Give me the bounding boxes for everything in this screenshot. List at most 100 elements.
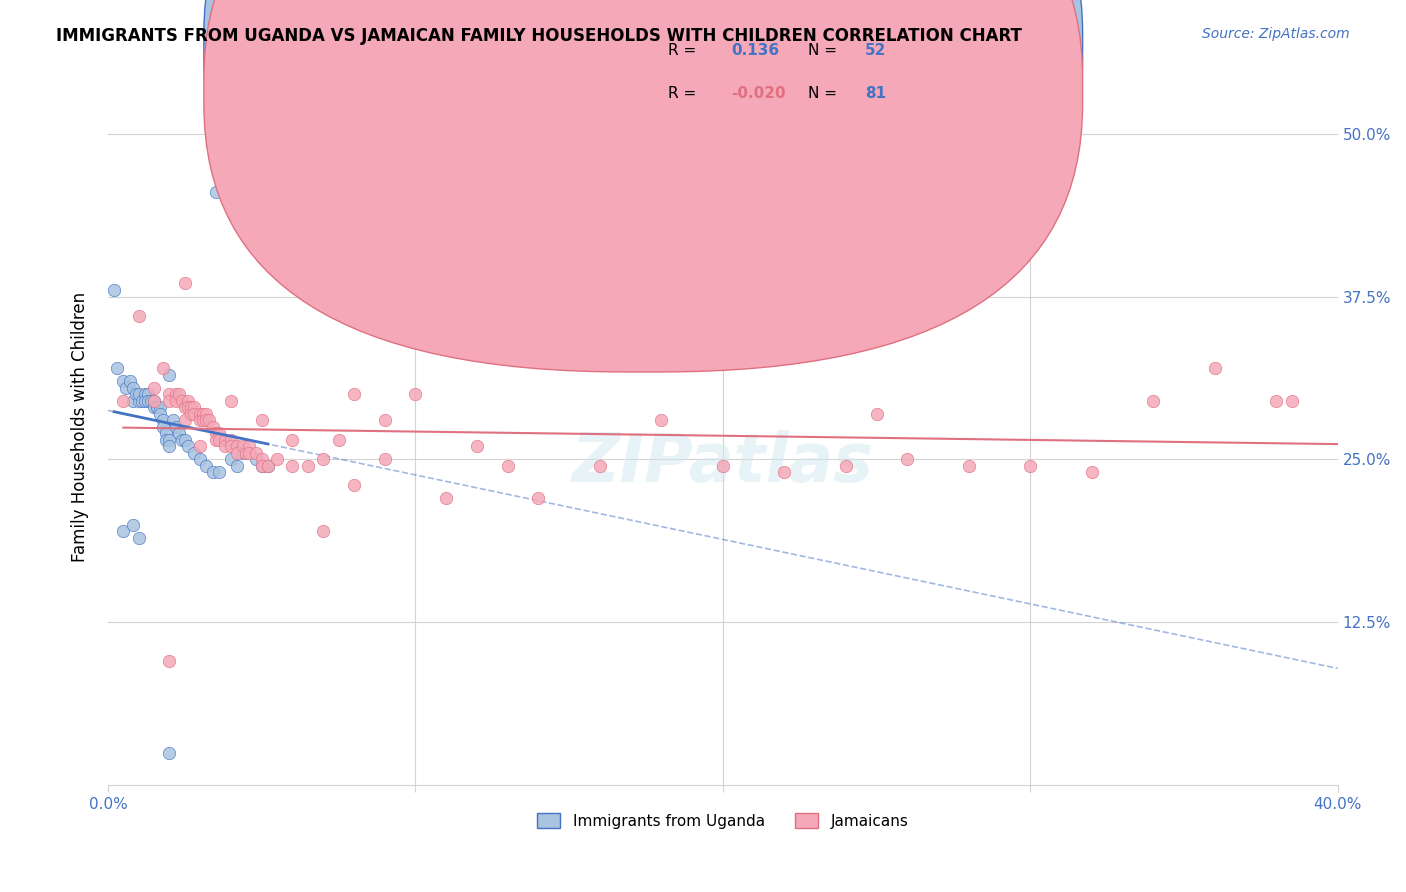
Text: Source: ZipAtlas.com: Source: ZipAtlas.com	[1202, 27, 1350, 41]
Legend: Immigrants from Uganda, Jamaicans: Immigrants from Uganda, Jamaicans	[531, 806, 914, 835]
Point	[527, 491, 550, 506]
Point	[180, 407, 202, 421]
Point	[589, 458, 612, 473]
Point	[177, 393, 200, 408]
Point	[204, 433, 226, 447]
Point	[167, 387, 190, 401]
Point	[496, 458, 519, 473]
Point	[312, 524, 335, 538]
Point	[404, 283, 426, 297]
Point	[155, 426, 177, 441]
Point	[128, 393, 150, 408]
Point	[188, 413, 211, 427]
Point	[235, 446, 257, 460]
Point	[328, 433, 350, 447]
Text: ZIPatlas: ZIPatlas	[572, 430, 873, 496]
Point	[214, 433, 236, 447]
Point	[173, 433, 195, 447]
Point	[1019, 458, 1042, 473]
Point	[238, 439, 260, 453]
Point	[1080, 466, 1102, 480]
Point	[245, 446, 267, 460]
Text: N =: N =	[808, 44, 838, 58]
Point	[195, 458, 218, 473]
Text: 0.136: 0.136	[731, 44, 779, 58]
Point	[131, 393, 153, 408]
Point	[143, 381, 166, 395]
Point	[173, 401, 195, 415]
Text: N =: N =	[808, 87, 838, 101]
Point	[165, 393, 187, 408]
Point	[139, 393, 162, 408]
Text: -0.020: -0.020	[731, 87, 786, 101]
Point	[1265, 393, 1288, 408]
Text: R =: R =	[668, 44, 696, 58]
Point	[152, 361, 174, 376]
Point	[343, 478, 366, 492]
Point	[134, 393, 156, 408]
Point	[204, 426, 226, 441]
Point	[149, 401, 172, 415]
Point	[250, 458, 273, 473]
Point	[250, 452, 273, 467]
Point	[773, 466, 796, 480]
Point	[152, 419, 174, 434]
Point	[208, 466, 231, 480]
Point	[136, 387, 159, 401]
Point	[374, 452, 396, 467]
Point	[434, 491, 457, 506]
Point	[165, 387, 187, 401]
Point	[112, 524, 135, 538]
Point	[232, 446, 254, 460]
Point	[128, 531, 150, 545]
Point	[1142, 393, 1164, 408]
Point	[105, 361, 128, 376]
Point	[159, 368, 181, 382]
Point	[195, 413, 218, 427]
Point	[711, 458, 734, 473]
Point	[170, 433, 193, 447]
Point	[214, 439, 236, 453]
Point	[188, 452, 211, 467]
Point	[103, 283, 125, 297]
Point	[957, 458, 980, 473]
Point	[204, 186, 226, 200]
Point	[143, 393, 166, 408]
Point	[219, 452, 242, 467]
Point	[193, 413, 215, 427]
Point	[146, 401, 169, 415]
Point	[250, 413, 273, 427]
Point	[198, 413, 221, 427]
Point	[112, 374, 135, 388]
Point	[173, 413, 195, 427]
Point	[152, 413, 174, 427]
Point	[188, 439, 211, 453]
Point	[312, 452, 335, 467]
Point	[343, 387, 366, 401]
Point	[167, 426, 190, 441]
Point	[201, 419, 224, 434]
Text: 81: 81	[865, 87, 886, 101]
Point	[173, 277, 195, 291]
Text: R =: R =	[668, 87, 696, 101]
Point	[232, 439, 254, 453]
Point	[149, 407, 172, 421]
Point	[219, 439, 242, 453]
Point	[214, 186, 236, 200]
Point	[159, 439, 181, 453]
Point	[835, 458, 858, 473]
Point	[1204, 361, 1226, 376]
Point	[177, 401, 200, 415]
Point	[159, 433, 181, 447]
Point	[121, 393, 143, 408]
Point	[155, 433, 177, 447]
Point	[226, 458, 249, 473]
Point	[281, 433, 304, 447]
Point	[124, 387, 146, 401]
Point	[170, 393, 193, 408]
Point	[257, 458, 280, 473]
Point	[896, 452, 918, 467]
Point	[136, 393, 159, 408]
Point	[374, 413, 396, 427]
Point	[177, 439, 200, 453]
